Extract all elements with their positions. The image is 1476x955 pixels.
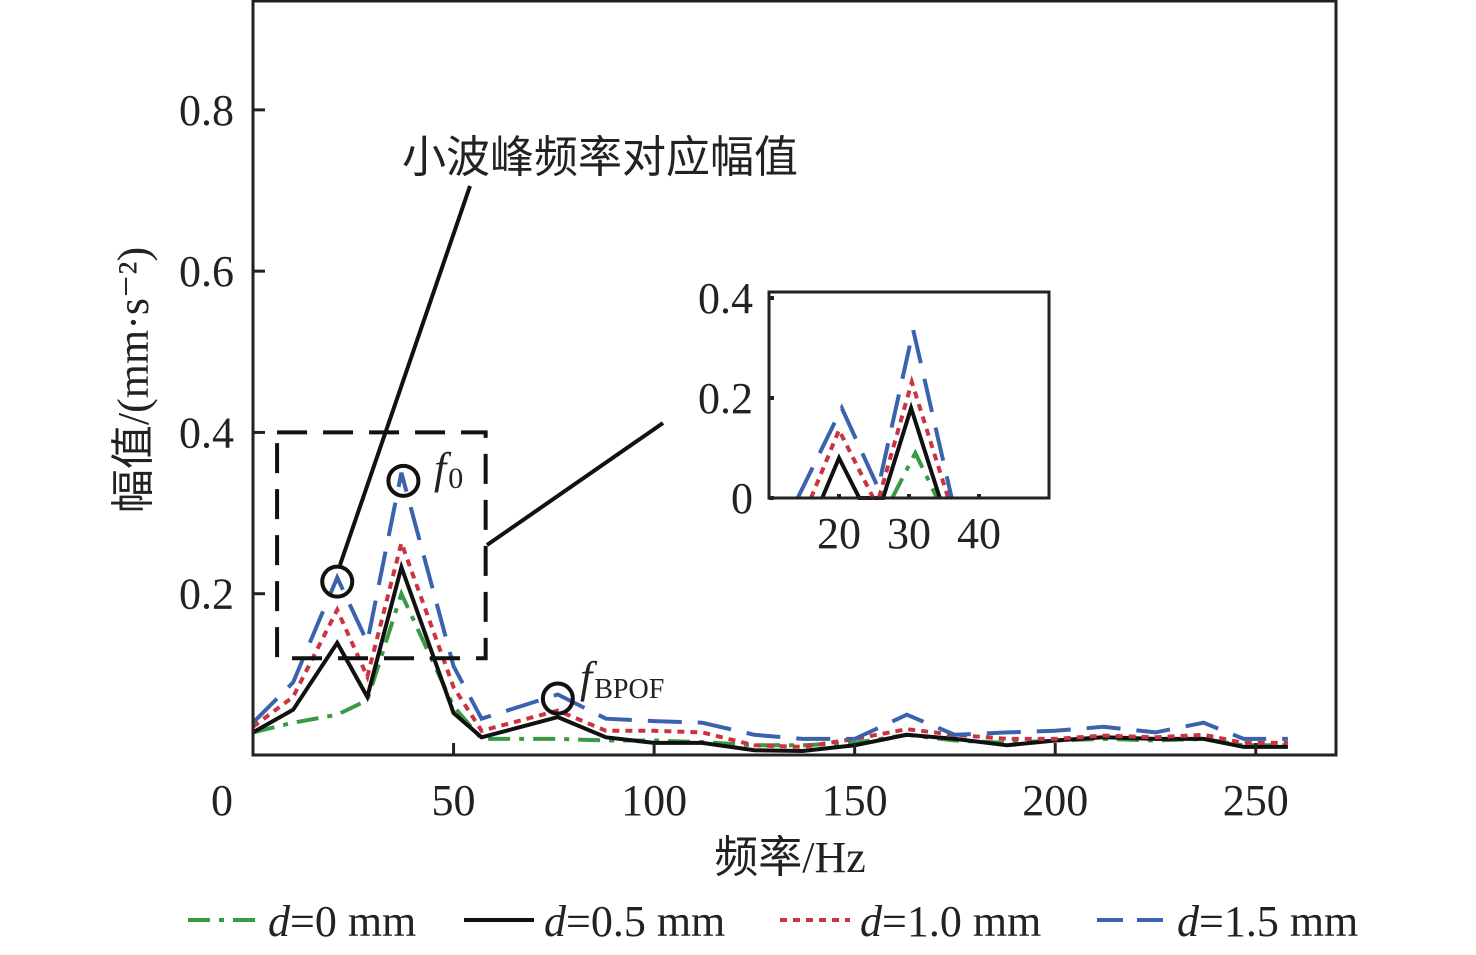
legend: d=0 mm d=0.5 mm d=1.0 mm d=1.5 mm <box>188 897 1358 946</box>
x-tick-label: 150 <box>822 776 888 825</box>
series-line-2 <box>251 536 1288 749</box>
inset-series-line-0 <box>890 448 939 499</box>
series-layer <box>251 472 1288 754</box>
legend-label-3: d=1.5 mm <box>1177 897 1358 946</box>
x-tick-label: 50 <box>432 776 476 825</box>
inset-layer: 20 30 40 0 0.2 0.4 <box>698 274 1051 558</box>
peak-marker-circle-2 <box>540 681 575 716</box>
x-tick-label: 250 <box>1223 776 1289 825</box>
inset-y-tick-label: 0.2 <box>698 374 753 423</box>
annotations: 小波峰频率对应幅值 f0 fBPOF <box>275 133 798 716</box>
x-tick-label: 200 <box>1022 776 1088 825</box>
plot-frame <box>251 0 1338 757</box>
x-tick-label: 100 <box>621 776 687 825</box>
callout-leader-line <box>338 185 472 566</box>
legend-label-0: d=0 mm <box>268 897 416 946</box>
legend-label-2: d=1.0 mm <box>860 897 1041 946</box>
inset-connector-line <box>485 421 665 547</box>
legend-label-1: d=0.5 mm <box>544 897 725 946</box>
inset-y-tick-label: 0.4 <box>698 274 753 323</box>
callout-text: 小波峰频率对应幅值 <box>402 133 798 182</box>
peak-marker-circle-1 <box>386 463 421 498</box>
y-tick-label: 0.2 <box>179 570 234 619</box>
x-axis-label: 频率/Hz <box>714 833 866 882</box>
inset-series-line-3 <box>795 329 954 499</box>
y-axis-label: 幅值/(mm·s⁻²) <box>109 247 158 513</box>
peak-marker-circle-0 <box>320 564 355 599</box>
f0-label: f0 <box>434 444 463 495</box>
fbpof-label: fBPOF <box>580 653 664 705</box>
y-tick-label: 0.6 <box>179 247 234 296</box>
series-line-0 <box>252 588 1288 748</box>
inset-x-tick-label: 30 <box>887 509 931 558</box>
inset-x-tick-label: 20 <box>817 509 861 558</box>
zoom-region-box <box>275 430 488 661</box>
y-tick-label: 0.8 <box>179 86 234 135</box>
series-line-3 <box>251 472 1288 741</box>
x-tick-label: 0 <box>211 776 233 825</box>
inset-y-tick-label: 0 <box>731 474 753 523</box>
inset-x-tick-label: 40 <box>957 509 1001 558</box>
y-tick-label: 0.4 <box>179 408 234 457</box>
